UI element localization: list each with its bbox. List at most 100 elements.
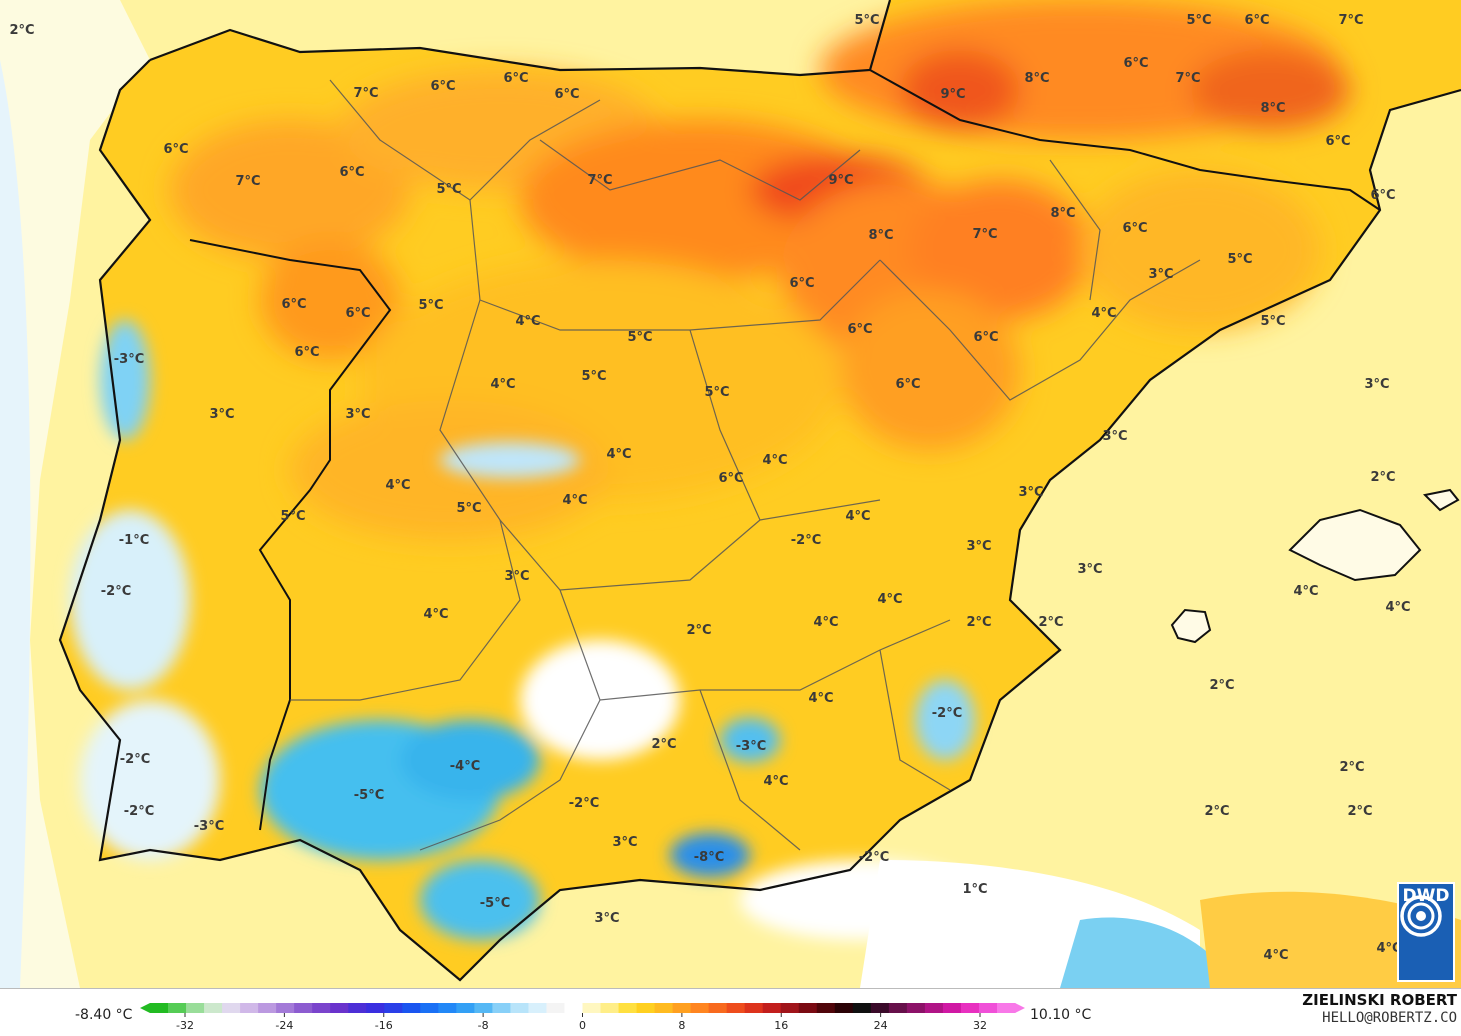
temperature-label: 6°C: [345, 306, 370, 321]
colorbar-segment: [888, 1003, 908, 1013]
colorbar-segment: [186, 1003, 205, 1013]
author-name: ZIELINSKI ROBERT: [1302, 991, 1457, 1009]
colorbar-tick-label: 24: [874, 1019, 888, 1032]
temperature-label: 3°C: [209, 407, 234, 422]
temperature-label: 7°C: [587, 173, 612, 188]
regional-borders: [290, 79, 1201, 851]
colorbar-segment: [384, 1003, 403, 1013]
colorbar-segment: [456, 1003, 475, 1013]
temperature-label: 2°C: [1204, 804, 1229, 819]
temperature-label: 5°C: [436, 182, 461, 197]
temperature-label: 4°C: [606, 447, 631, 462]
colorbar: -32 -24 -16 -8 0 8 16 24 32: [140, 1003, 1025, 1032]
dwd-logo: DWD: [1397, 882, 1455, 982]
temperature-label: 2°C: [9, 23, 34, 38]
temperature-label: 6°C: [430, 79, 455, 94]
colorbar-segment: [474, 1003, 493, 1013]
temperature-label: 6°C: [789, 276, 814, 291]
colorbar-segment: [960, 1003, 980, 1013]
colorbar-tick-label: -8: [478, 1019, 489, 1032]
colorbar-segment: [366, 1003, 385, 1013]
temperature-label: 5°C: [280, 509, 305, 524]
temperature-label: 5°C: [418, 298, 443, 313]
menorca-island: [1422, 488, 1460, 512]
color-legend: -8.40 °C -32 -24 -16 -8 0 8 16 24 32 10.10 °C ZI…: [0, 988, 1461, 1036]
colorbar-segment: [546, 1003, 565, 1013]
temperature-label: 2°C: [1370, 470, 1395, 485]
temperature-label: 4°C: [1091, 306, 1116, 321]
ibiza-island: [1170, 608, 1212, 644]
colorbar-segment: [744, 1003, 764, 1013]
temperature-label: 5°C: [1260, 314, 1285, 329]
colorbar-segment: [708, 1003, 728, 1013]
temperature-label: 5°C: [1186, 13, 1211, 28]
temperature-label: 6°C: [1123, 56, 1148, 71]
temperature-label: 5°C: [456, 501, 481, 516]
temperature-label: -2°C: [124, 804, 154, 819]
temperature-label: 4°C: [515, 314, 540, 329]
temperature-label: -5°C: [354, 788, 384, 803]
colorbar-segment: [420, 1003, 439, 1013]
temperature-label: 2°C: [1347, 804, 1372, 819]
temperature-label: 3°C: [1148, 267, 1173, 282]
colorbar-segment: [636, 1003, 656, 1013]
colorbar-tick-label: -32: [176, 1019, 194, 1032]
colorbar-segment: [402, 1003, 421, 1013]
colorbar-segment: [978, 1003, 998, 1013]
colorbar-segment: [600, 1003, 620, 1013]
colorbar-segment: [762, 1003, 782, 1013]
temperature-label: -2°C: [791, 533, 821, 548]
temperature-label: 6°C: [1370, 188, 1395, 203]
temperature-label: -2°C: [101, 584, 131, 599]
temperature-label: 2°C: [966, 615, 991, 630]
temperature-label: 4°C: [877, 592, 902, 607]
colorbar-tick-label: -24: [275, 1019, 293, 1032]
france-spain-border: [869, 69, 1381, 211]
colorbar-min-arrow: [140, 1003, 150, 1013]
colorbar-segment: [672, 1003, 692, 1013]
temperature-label: 6°C: [163, 142, 188, 157]
temperature-label: 5°C: [704, 385, 729, 400]
legend-min-label: -8.40 °C: [75, 1007, 133, 1023]
colorbar-segment: [240, 1003, 259, 1013]
colorbar-segment: [852, 1003, 872, 1013]
temperature-label: 4°C: [423, 607, 448, 622]
colorbar-segment: [222, 1003, 241, 1013]
colorbar-segment: [690, 1003, 710, 1013]
colorbar-segment: [582, 1003, 602, 1013]
colorbar-tick-label: 8: [678, 1019, 685, 1032]
temperature-label: 3°C: [504, 569, 529, 584]
colorbar-segment: [924, 1003, 944, 1013]
temperature-label: 2°C: [1038, 615, 1063, 630]
colorbar-segment: [330, 1003, 349, 1013]
temperature-labels: 2°C 5°C 5°C 6°C 7°C 7°C 6°C 6°C 6°C 8°C 9°C 6°C 7°C 8…: [9, 13, 1410, 963]
temperature-label: 3°C: [594, 911, 619, 926]
temperature-label: 6°C: [294, 345, 319, 360]
colorbar-segment: [312, 1003, 331, 1013]
temperature-label: 8°C: [1024, 71, 1049, 86]
colorbar-segment: [726, 1003, 746, 1013]
temperature-label: 4°C: [845, 509, 870, 524]
temperature-label: 4°C: [562, 493, 587, 508]
temperature-label: 3°C: [966, 539, 991, 554]
author-email: HELLO@ROBERTZ.CO: [1322, 1010, 1457, 1026]
temperature-label: 6°C: [503, 71, 528, 86]
temperature-label: -8°C: [694, 850, 724, 865]
temperature-label: -2°C: [569, 796, 599, 811]
temperature-label: -2°C: [120, 752, 150, 767]
temperature-label: 8°C: [1260, 101, 1285, 116]
portugal-spain-border: [189, 239, 392, 831]
colorbar-segment: [798, 1003, 818, 1013]
temperature-label: 6°C: [339, 165, 364, 180]
temperature-label: 6°C: [554, 87, 579, 102]
temperature-label: 4°C: [490, 377, 515, 392]
temperature-label: 7°C: [972, 227, 997, 242]
temperature-map: 2°C 5°C 5°C 6°C 7°C 7°C 6°C 6°C 6°C 8°C 9°C 6°C 7°C 8…: [0, 0, 1461, 988]
temperature-label: 6°C: [718, 471, 743, 486]
colorbar-segment: [204, 1003, 223, 1013]
temperature-label: 5°C: [854, 13, 879, 28]
temperature-label: 9°C: [828, 173, 853, 188]
temperature-label: 4°C: [763, 774, 788, 789]
colorbar-tick-label: 16: [774, 1019, 788, 1032]
temperature-label: -4°C: [450, 759, 480, 774]
